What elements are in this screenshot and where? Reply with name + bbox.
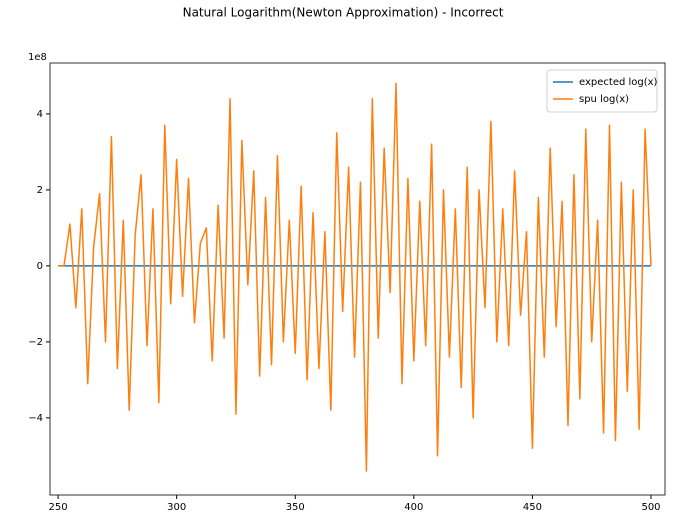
- legend-box: [546, 69, 658, 113]
- y-tick-label: 4: [37, 109, 43, 120]
- chart-title: Natural Logarithm(Newton Approximation) …: [183, 6, 504, 20]
- x-tick-label: 400: [404, 502, 423, 513]
- x-tick-label: 300: [167, 502, 186, 513]
- y-tick-label: 0: [37, 261, 43, 272]
- y-offset-label: 1e8: [28, 52, 47, 63]
- y-tick-label: −2: [28, 337, 43, 348]
- x-tick-label: 450: [523, 502, 542, 513]
- series-line: [58, 82, 652, 472]
- legend-label: expected log(x): [579, 77, 658, 88]
- y-tick-label: −4: [28, 413, 43, 424]
- legend-label: spu log(x): [579, 94, 629, 105]
- x-tick-label: 500: [641, 502, 660, 513]
- x-tick-label: 350: [286, 502, 305, 513]
- y-tick-label: 2: [37, 185, 43, 196]
- plot-frame: [49, 62, 666, 496]
- x-tick-label: 250: [49, 502, 68, 513]
